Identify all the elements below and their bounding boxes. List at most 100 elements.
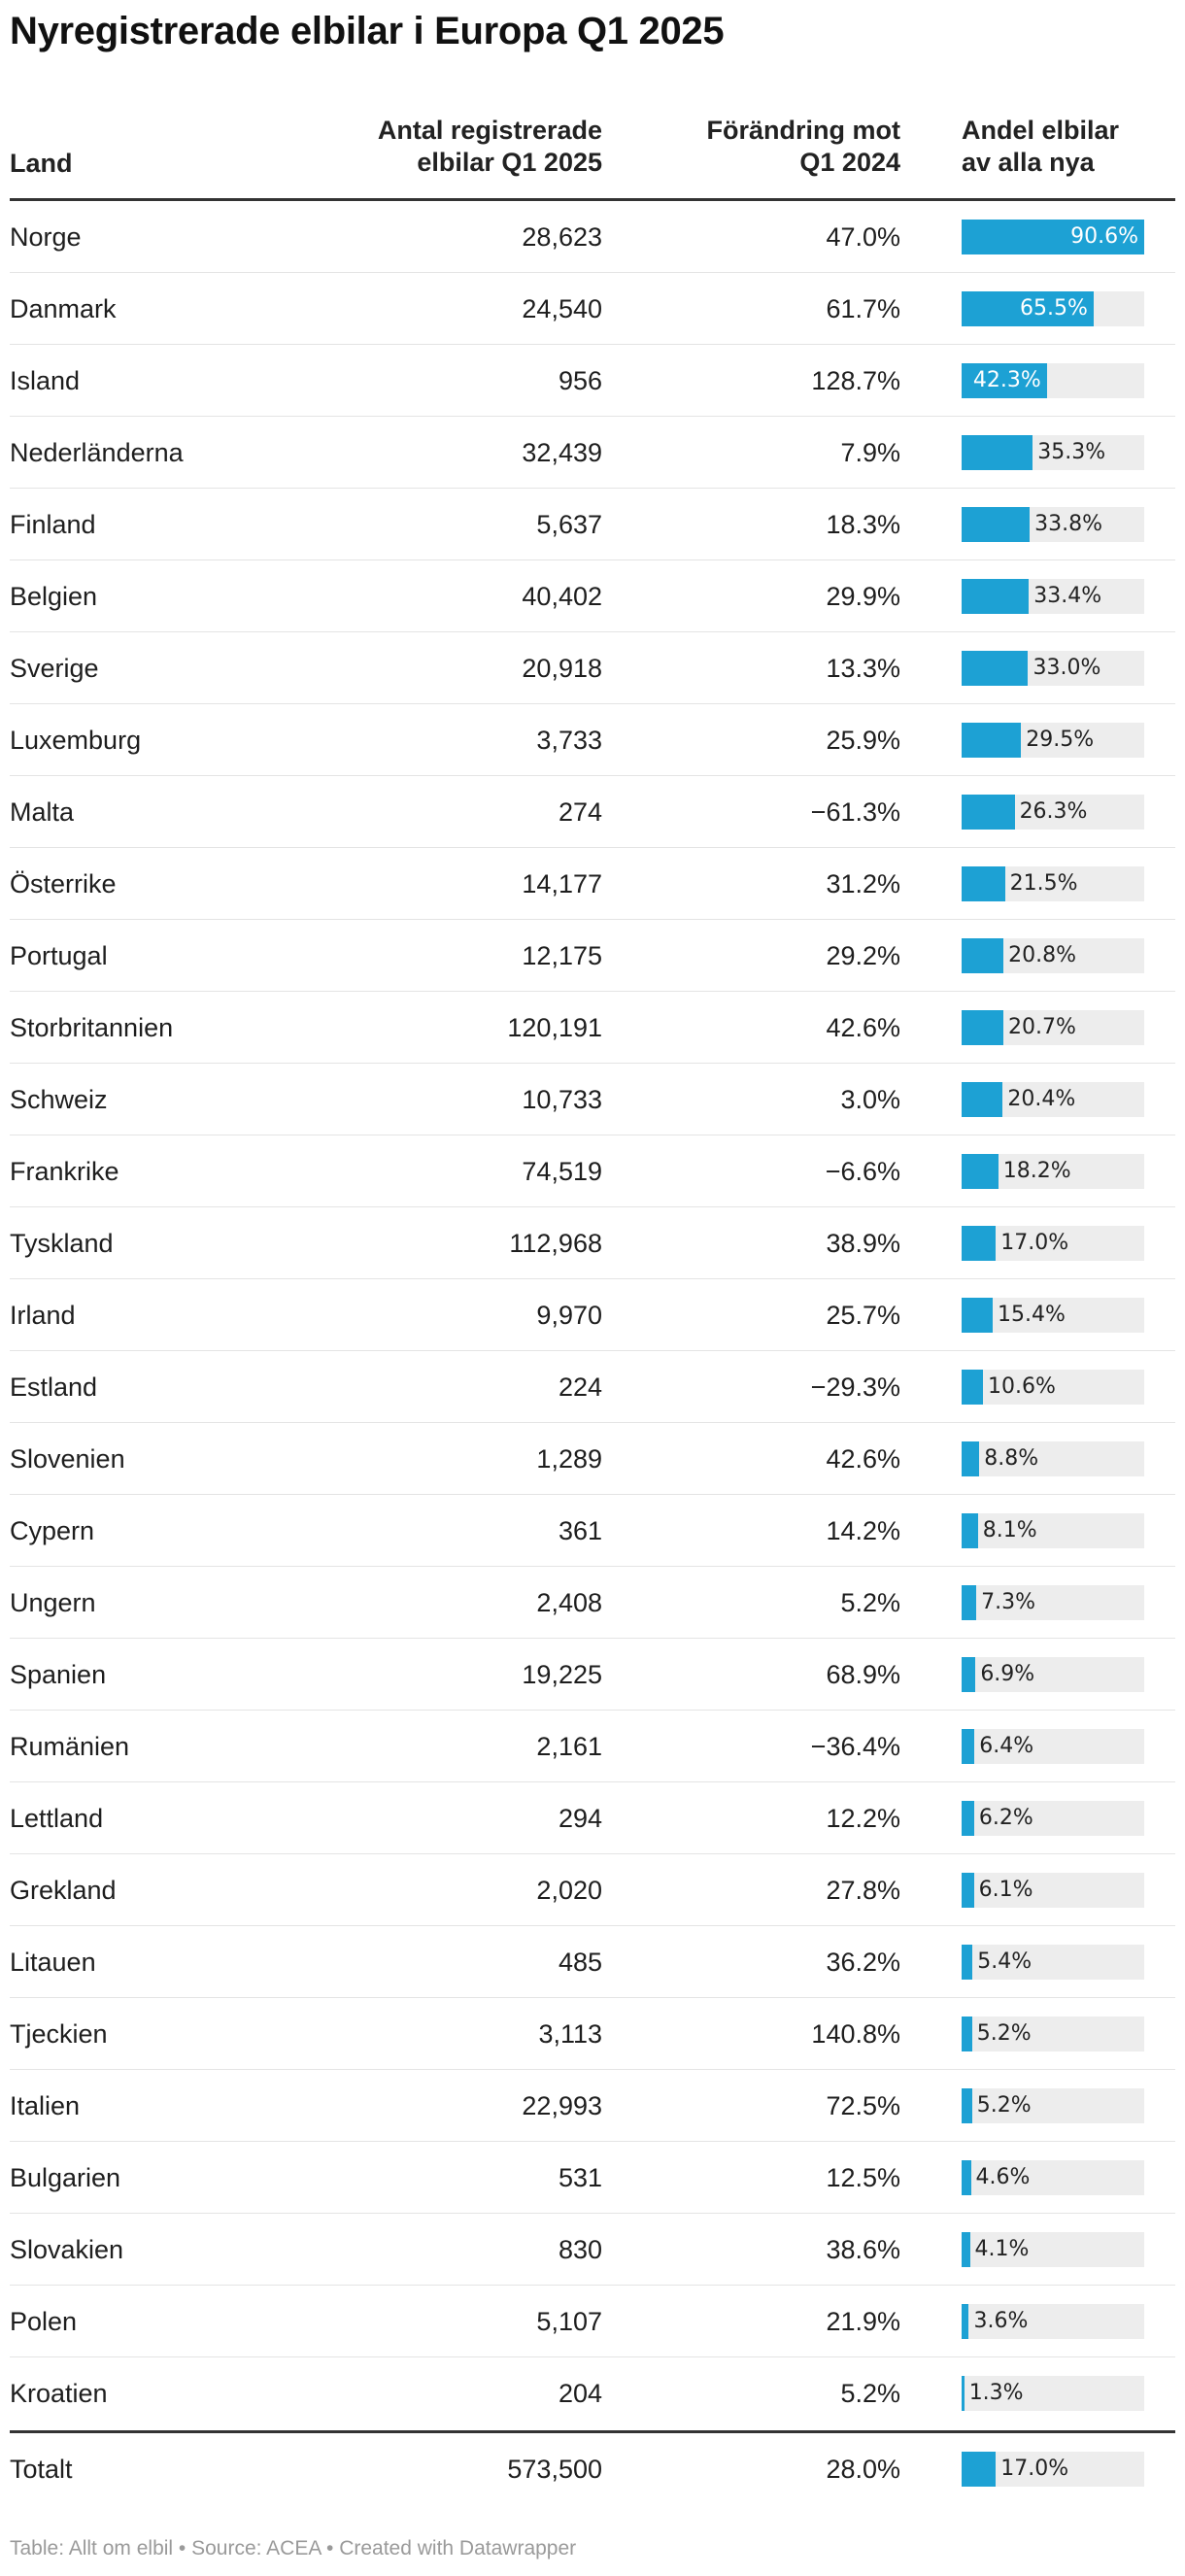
header-forandring: Förändring mot Q1 2024 — [609, 115, 900, 179]
cell-forandring: 7.9% — [840, 438, 900, 467]
cell-land: Danmark — [10, 294, 117, 323]
andel-bar — [962, 2304, 969, 2339]
cell-forandring: 31.2% — [826, 869, 900, 898]
cell-forandring: 18.3% — [826, 510, 900, 539]
andel-bar-label: 6.2% — [978, 1806, 1033, 1830]
cell-antal: 3,733 — [536, 726, 602, 755]
andel-bar-track: 3.6% — [962, 2304, 1144, 2339]
cell-land: Lettland — [10, 1804, 104, 1833]
andel-bar — [962, 2088, 972, 2123]
header-andel: Andel elbilar av alla nya — [962, 115, 1175, 179]
cell-antal: 956 — [558, 366, 602, 395]
table-row: Irland 9,970 25.7% 15.4% — [10, 1279, 1175, 1351]
cell-land: Storbritannien — [10, 1013, 174, 1042]
andel-bar — [962, 2017, 972, 2051]
andel-bar-label: 29.5% — [1026, 728, 1095, 752]
cell-forandring: 72.5% — [826, 2091, 900, 2120]
andel-bar-track: 17.0% — [962, 1226, 1144, 1261]
cell-antal: 204 — [558, 2379, 602, 2408]
cell-antal: 830 — [558, 2235, 602, 2264]
cell-antal: 10,733 — [522, 1085, 602, 1114]
andel-bar-track: 1.3% — [962, 2376, 1144, 2411]
andel-bar-label: 8.8% — [984, 1446, 1039, 1471]
cell-antal: 19,225 — [522, 1660, 602, 1689]
cell-antal: 361 — [558, 1516, 602, 1545]
cell-forandring: 5.2% — [840, 1588, 900, 1617]
table-row: Estland 224 −29.3% 10.6% — [10, 1351, 1175, 1423]
andel-bar — [962, 220, 1144, 254]
total-row: Totalt 573,500 28.0% 17.0% — [10, 2433, 1175, 2505]
cell-antal: 274 — [558, 797, 602, 827]
table-row: Tyskland 112,968 38.9% 17.0% — [10, 1207, 1175, 1279]
andel-bar — [962, 1945, 973, 1980]
cell-land: Rumänien — [10, 1732, 130, 1761]
cell-forandring: 61.7% — [826, 294, 900, 323]
table-row: Belgien 40,402 29.9% 33.4% — [10, 560, 1175, 632]
andel-bar-label: 17.0% — [1000, 2457, 1069, 2481]
cell-forandring: 27.8% — [826, 1876, 900, 1905]
header-land: Land — [10, 149, 73, 178]
cell-land: Belgien — [10, 582, 98, 611]
andel-bar-track: 6.1% — [962, 1873, 1144, 1908]
cell-antal: 120,191 — [507, 1013, 602, 1042]
cell-antal: 294 — [558, 1804, 602, 1833]
table-row: Österrike 14,177 31.2% 21.5% — [10, 848, 1175, 920]
cell-land: Estland — [10, 1373, 98, 1402]
andel-bar-label: 4.1% — [974, 2237, 1030, 2261]
cell-forandring: −61.3% — [810, 797, 900, 827]
cell-land: Luxemburg — [10, 726, 142, 755]
andel-bar-label: 6.9% — [980, 1662, 1035, 1686]
chart-title: Nyregistrerade elbilar i Europa Q1 2025 — [10, 10, 725, 52]
cell-forandring: −36.4% — [810, 1732, 900, 1761]
cell-forandring: 29.9% — [826, 582, 900, 611]
table-row: Spanien 19,225 68.9% 6.9% — [10, 1639, 1175, 1711]
andel-bar — [962, 1729, 975, 1764]
andel-bar-track: 8.8% — [962, 1441, 1144, 1476]
table-row: Slovakien 830 38.6% 4.1% — [10, 2214, 1175, 2286]
andel-bar — [962, 1873, 974, 1908]
andel-bar-label: 5.2% — [976, 2093, 1032, 2118]
header-divider — [10, 198, 1175, 201]
cell-land: Finland — [10, 510, 96, 539]
table-row: Storbritannien 120,191 42.6% 20.7% — [10, 992, 1175, 1064]
andel-bar-track: 21.5% — [962, 866, 1144, 901]
andel-bar-label: 5.4% — [977, 1949, 1033, 1974]
andel-bar-label: 20.4% — [1007, 1087, 1076, 1111]
cell-forandring: 25.9% — [826, 726, 900, 755]
header-forandring-line1: Förändring mot — [706, 116, 900, 145]
andel-bar — [962, 938, 1004, 973]
cell-land: Slovakien — [10, 2235, 124, 2264]
table-row: Bulgarien 531 12.5% 4.6% — [10, 2142, 1175, 2214]
andel-bar — [962, 1226, 997, 1261]
andel-bar — [962, 1657, 976, 1692]
cell-antal: 20,918 — [522, 654, 602, 683]
cell-antal: 2,020 — [536, 1876, 602, 1905]
cell-forandring: −29.3% — [810, 1373, 900, 1402]
andel-bar — [962, 2232, 970, 2267]
andel-bar — [962, 866, 1005, 901]
cell-forandring: 28.0% — [826, 2455, 900, 2484]
cell-antal: 5,637 — [536, 510, 602, 539]
table-row: Nederländerna 32,439 7.9% 35.3% — [10, 417, 1175, 489]
cell-land: Cypern — [10, 1516, 95, 1545]
header-andel-line2: av alla nya — [962, 148, 1095, 177]
andel-bar-label: 20.8% — [1008, 943, 1077, 967]
header-forandring-line2: Q1 2024 — [799, 148, 900, 177]
table-row: Island 956 128.7% 42.3% — [10, 345, 1175, 417]
andel-bar — [962, 1801, 974, 1836]
table-header: Land Antal registrerade elbilar Q1 2025 … — [10, 110, 1175, 199]
header-antal: Antal registrerade elbilar Q1 2025 — [311, 115, 602, 179]
andel-bar-label: 18.2% — [1002, 1159, 1071, 1183]
andel-bar — [962, 1513, 978, 1548]
cell-forandring: 140.8% — [811, 2019, 900, 2049]
table-row: Portugal 12,175 29.2% 20.8% — [10, 920, 1175, 992]
andel-bar-label: 5.2% — [976, 2021, 1032, 2046]
andel-bar — [962, 651, 1029, 686]
table-row: Tjeckien 3,113 140.8% 5.2% — [10, 1998, 1175, 2070]
table-row: Ungern 2,408 5.2% 7.3% — [10, 1567, 1175, 1639]
cell-forandring: 12.5% — [826, 2163, 900, 2192]
cell-forandring: 21.9% — [826, 2307, 900, 2336]
cell-land: Italien — [10, 2091, 81, 2120]
cell-forandring: 68.9% — [826, 1660, 900, 1689]
cell-land: Totalt — [10, 2455, 73, 2484]
